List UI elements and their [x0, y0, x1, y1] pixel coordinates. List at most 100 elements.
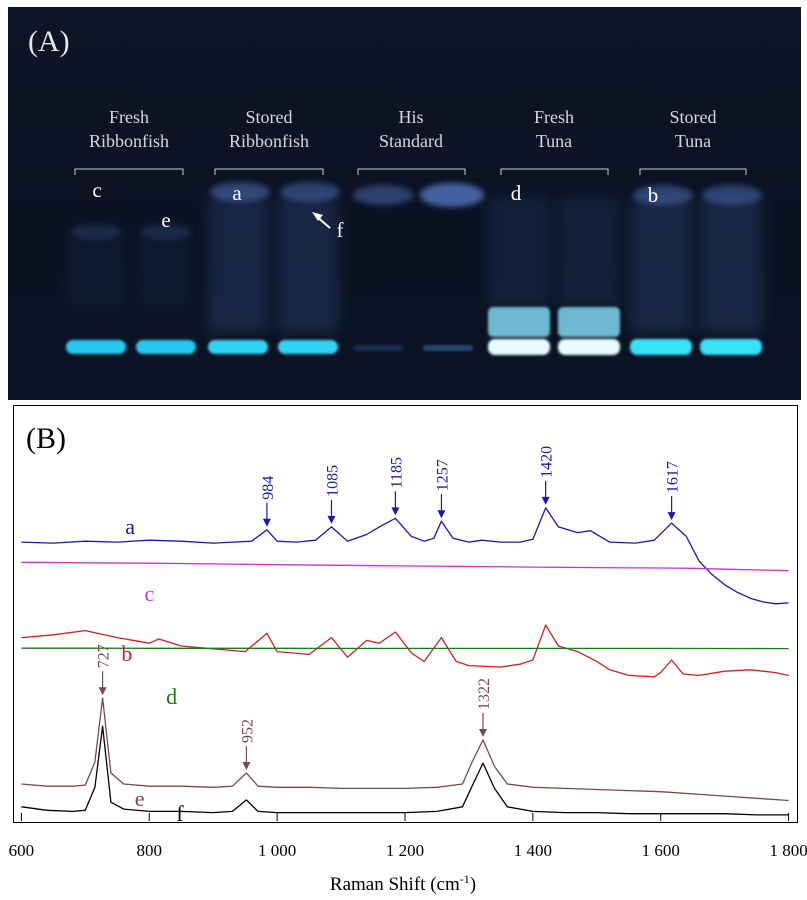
- bracket-stored-ribbonfish: [214, 168, 324, 175]
- peak-arrowhead: [437, 510, 446, 519]
- band-lane-6: [423, 345, 473, 351]
- band-lane-8: [558, 339, 620, 355]
- peak-arrowhead: [242, 762, 251, 770]
- well-band: [210, 182, 270, 202]
- x-tick-label: 800: [137, 841, 163, 860]
- peak-label-1185: 1185: [388, 457, 405, 488]
- peak-annotation-727: 727: [96, 644, 113, 696]
- group-labels: Fresh Ribbonfish Stored Ribbonfish His S…: [89, 107, 717, 151]
- peak-label-952: 952: [239, 719, 256, 743]
- peak-label-1617: 1617: [665, 461, 682, 493]
- series-line-a: [21, 507, 789, 605]
- raman-chart: (B) 984 1085 1185 1257 1420 1617 727 952 1322 a c…: [20, 422, 790, 826]
- peak-arrowhead: [98, 687, 107, 696]
- band-lane-9: [630, 339, 692, 355]
- peak-label-1420: 1420: [539, 446, 556, 478]
- peak-label-1085: 1085: [324, 465, 341, 497]
- series-label-a: a: [125, 514, 135, 539]
- x-tick-label: 1 200: [386, 841, 424, 860]
- peak-arrowhead: [479, 729, 487, 737]
- peak-annotation-1257: 1257: [434, 459, 451, 519]
- peak-annotation-1185: 1185: [388, 457, 405, 516]
- smear-lane-3: [208, 197, 268, 332]
- well-band: [141, 224, 191, 240]
- well-band: [420, 183, 484, 207]
- well-band: [702, 185, 762, 205]
- well-band: [280, 182, 340, 202]
- lane-letter-e: e: [161, 208, 170, 232]
- arrow-to-f: [312, 212, 331, 229]
- peak-label-1322: 1322: [476, 678, 493, 710]
- x-tick-label: 1 000: [258, 841, 296, 860]
- series-label-b: b: [121, 641, 132, 666]
- group-brackets: [74, 168, 747, 175]
- peak-label-1257: 1257: [434, 459, 451, 491]
- bracket-stored-tuna: [639, 168, 747, 175]
- lane-letter-d: d: [511, 181, 522, 205]
- group-label-5-line1: Stored: [670, 107, 717, 127]
- x-axis-labels-area: 600 800 1 000 1 200 1 400 1 600 1 800 Raman Sh…: [9, 841, 807, 895]
- smear-lane-7: [488, 197, 550, 307]
- series-line-b: [21, 624, 789, 678]
- lane-letter-c: c: [92, 178, 101, 202]
- lane-letter-f: f: [337, 218, 344, 242]
- group-label-2-line1: Stored: [246, 107, 293, 127]
- lane-letter-a: a: [232, 181, 242, 205]
- smear-lane-8: [558, 197, 620, 307]
- x-tick-label: 1 800: [769, 841, 807, 860]
- gel-image: Fresh Ribbonfish Stored Ribbonfish His S…: [28, 25, 762, 355]
- x-axis-title: Raman Shift (cm-1): [330, 872, 476, 895]
- smear-lane-4: [278, 197, 338, 332]
- series-line-c: [21, 561, 789, 572]
- peak-annotation-1420: 1420: [539, 446, 556, 505]
- peak-arrowhead: [327, 515, 336, 524]
- raman-chart-panel: (B) 984 1085 1185 1257 1420 1617 727 952 1322 a c…: [13, 405, 798, 826]
- lane-smears: [68, 197, 762, 332]
- panel-a-label: (A): [28, 25, 70, 58]
- bottom-bands: [66, 339, 762, 355]
- gel-image-panel: Fresh Ribbonfish Stored Ribbonfish His S…: [8, 7, 801, 400]
- series-label-e: e: [135, 786, 145, 811]
- group-label-5-line2: Tuna: [675, 131, 711, 151]
- x-tick-label: 1 400: [514, 841, 552, 860]
- band-lane-1: [66, 340, 126, 354]
- well-band: [633, 185, 693, 205]
- upper-band-lane-7: [488, 307, 550, 337]
- bracket-fresh-ribbonfish: [74, 168, 184, 175]
- group-label-4-line2: Tuna: [536, 131, 572, 151]
- peak-arrowhead: [391, 507, 400, 516]
- peak-annotation-984: 984: [260, 476, 277, 527]
- group-label-4-line1: Fresh: [534, 107, 574, 127]
- series-line-f: [21, 725, 789, 816]
- band-lane-4: [278, 340, 338, 354]
- peak-label-984: 984: [260, 476, 277, 500]
- group-label-3-line2: Standard: [379, 131, 443, 151]
- upper-band-lane-8: [558, 307, 620, 337]
- peak-annotation-1322: 1322: [476, 678, 493, 737]
- band-lane-7: [488, 339, 550, 355]
- band-lane-2: [136, 340, 196, 354]
- bracket-fresh-tuna: [500, 168, 609, 175]
- band-lane-10: [700, 339, 762, 355]
- well-bands: [71, 182, 762, 240]
- x-tick-label: 1 600: [642, 841, 680, 860]
- series-label-f: f: [176, 801, 184, 821]
- x-tick-label: 600: [9, 841, 35, 860]
- peak-arrowhead: [667, 512, 676, 521]
- smear-lane-2: [136, 227, 192, 307]
- peak-annotation-952: 952: [239, 719, 256, 770]
- bracket-his-standard: [357, 168, 466, 175]
- series-label-d: d: [166, 684, 177, 709]
- group-label-3-line1: His: [398, 107, 423, 127]
- group-label-1-line2: Ribbonfish: [89, 131, 169, 151]
- band-lane-5: [353, 345, 403, 351]
- lane-letters: c e a f d b: [92, 178, 658, 242]
- peak-annotation-1617: 1617: [665, 461, 682, 521]
- smear-lane-1: [68, 227, 124, 307]
- peak-arrowhead: [262, 518, 271, 527]
- series-labels: a c b d e f: [121, 514, 184, 826]
- peak-annotations: 984 1085 1185 1257 1420 1617 727 952 1322: [96, 446, 682, 770]
- series-label-c: c: [144, 581, 154, 606]
- peak-annotation-1085: 1085: [324, 465, 341, 524]
- peak-label-727: 727: [96, 644, 113, 668]
